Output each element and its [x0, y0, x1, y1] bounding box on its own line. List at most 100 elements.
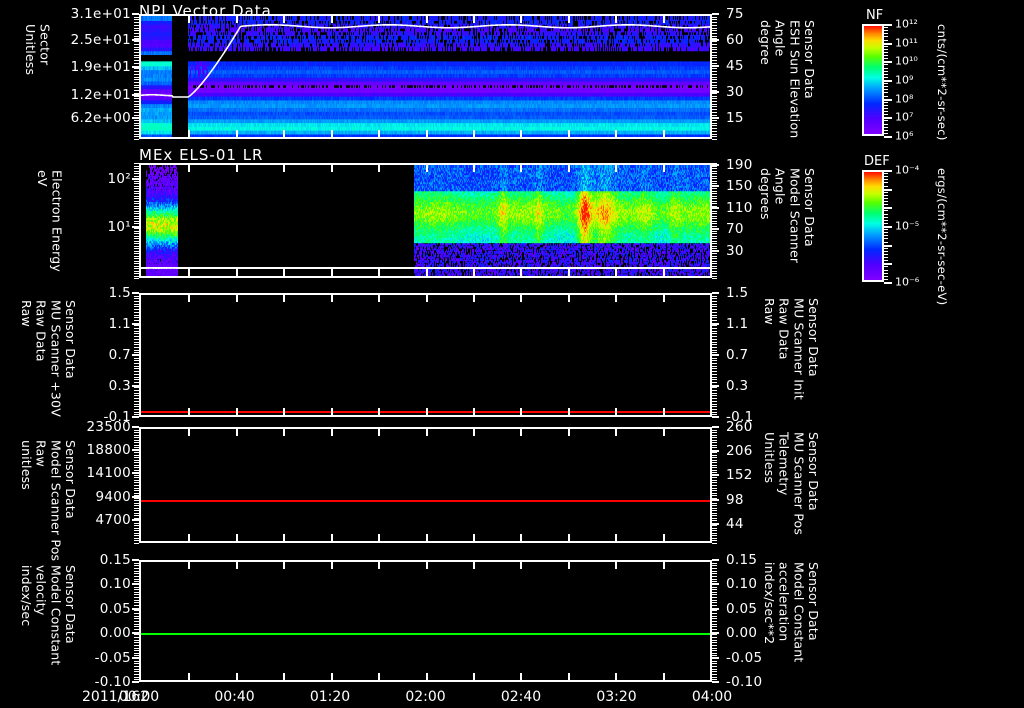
minor-tick-mark: [134, 663, 139, 665]
model-constant-velocity-right-tick-label: 0.15: [726, 552, 758, 568]
minor-tick-mark: [712, 19, 717, 21]
minor-tick-mark: [712, 225, 717, 227]
minor-tick-mark: [712, 532, 717, 534]
minor-tick-mark: [134, 411, 139, 413]
minor-tick-mark: [712, 346, 717, 348]
minor-tick-mark: [712, 81, 717, 83]
minor-tick-mark: [134, 613, 139, 615]
mex-els-01-lr-right-tick-label: 70: [726, 221, 744, 238]
mu-scanner-30v-raw-left-tick-label: 1.1: [108, 316, 131, 332]
minor-tick-mark: [712, 117, 717, 119]
minor-tick-mark: [134, 565, 139, 567]
minor-tick-mark: [134, 98, 139, 100]
minor-tick-mark: [134, 84, 139, 86]
minor-tick-mark: [134, 188, 139, 189]
minor-tick-mark: [134, 599, 139, 601]
tick-mark: [712, 163, 719, 166]
minor-tick-mark: [134, 210, 139, 212]
minor-tick-mark: [712, 474, 717, 476]
minor-tick-mark: [712, 477, 717, 479]
minor-tick-mark: [134, 255, 139, 257]
minor-tick-mark: [134, 682, 139, 683]
minor-tick-mark: [712, 505, 717, 507]
minor-tick-mark: [712, 437, 717, 439]
minor-tick-mark: [134, 57, 139, 59]
minor-tick-mark: [134, 497, 139, 499]
minor-tick-mark: [134, 360, 139, 362]
minor-tick-mark: [712, 170, 717, 172]
time-axis-tick-label: 04:00: [691, 689, 733, 705]
nf-colorbar-gradient: [862, 24, 884, 136]
model-constant-velocity-left-tick-label: 0.10: [99, 576, 131, 593]
tick-mark: [712, 323, 719, 325]
minor-tick-mark: [712, 411, 717, 413]
minor-tick-mark: [134, 41, 139, 43]
tick-mark: [132, 226, 139, 229]
minor-tick-mark: [134, 38, 139, 40]
panel-1-left-axis-title: Sector Unitless: [22, 24, 53, 76]
minor-tick-mark: [712, 376, 717, 378]
minor-tick-mark: [712, 381, 717, 383]
minor-tick-mark: [712, 452, 717, 454]
minor-tick-mark: [712, 390, 717, 392]
panel-title-els: MEx ELS-01 LR: [139, 146, 264, 164]
minor-tick-mark: [712, 33, 717, 35]
minor-tick-mark: [134, 376, 139, 378]
minor-tick-mark: [134, 71, 139, 73]
minor-tick-mark: [712, 301, 717, 303]
minor-tick-mark: [712, 54, 717, 56]
minor-tick-mark: [134, 213, 139, 214]
minor-tick-mark: [712, 98, 717, 100]
minor-tick-mark: [134, 233, 139, 234]
minor-tick-mark: [712, 406, 717, 408]
minor-tick-mark: [712, 570, 717, 572]
minor-tick-mark: [712, 442, 717, 444]
minor-tick-mark: [712, 357, 717, 359]
minor-tick-mark: [134, 87, 139, 89]
minor-tick-mark: [712, 125, 717, 127]
minor-tick-mark: [712, 615, 717, 617]
minor-tick-mark: [712, 233, 717, 234]
minor-tick-mark: [134, 515, 139, 517]
minor-tick-mark: [712, 218, 717, 219]
minor-tick-mark: [712, 30, 717, 32]
minor-tick-mark: [712, 119, 717, 121]
minor-tick-mark: [134, 133, 139, 135]
minor-tick-mark: [712, 228, 717, 229]
minor-tick-mark: [712, 537, 717, 539]
time-axis-tick-label: 00:00: [118, 689, 160, 705]
npi-vector-data-left-tick-label: 1.9e+01: [70, 58, 131, 75]
panel-4-left-axis-title: Sensor Data Model Scanner Pos Raw unitle…: [18, 440, 78, 562]
minor-tick-mark: [712, 607, 717, 609]
minor-tick-mark: [712, 49, 717, 51]
minor-tick-mark: [712, 479, 717, 481]
minor-tick-mark: [712, 454, 717, 456]
minor-tick-mark: [712, 14, 717, 15]
minor-tick-mark: [134, 103, 139, 105]
minor-tick-mark: [134, 205, 139, 207]
minor-tick-mark: [712, 543, 717, 544]
minor-tick-mark: [712, 328, 717, 330]
minor-tick-mark: [712, 530, 717, 532]
model-scanner-pos-raw-right-tick-label: 44: [726, 515, 744, 532]
minor-tick-mark: [134, 240, 139, 242]
minor-tick-mark: [134, 43, 139, 45]
minor-tick-mark: [712, 395, 717, 397]
minor-tick-mark: [712, 46, 717, 48]
minor-tick-mark: [712, 510, 717, 512]
minor-tick-mark: [712, 22, 717, 24]
minor-tick-mark: [134, 583, 139, 585]
tick-mark: [712, 228, 719, 231]
model-scanner-pos-raw-right-tick-label: 98: [726, 491, 744, 508]
minor-tick-mark: [712, 215, 717, 217]
minor-tick-mark: [712, 676, 717, 678]
minor-tick-mark: [712, 16, 717, 18]
npi-vector-data-left-tick-label: 1.2e+01: [70, 86, 131, 103]
minor-tick-mark: [712, 275, 717, 277]
mu-scanner-30v-raw-right-tick-label: 1.1: [726, 316, 749, 332]
minor-tick-mark: [712, 24, 717, 26]
model-constant-velocity-right-tick-label: -0.05: [726, 649, 763, 666]
minor-tick-mark: [712, 210, 717, 212]
minor-tick-mark: [134, 165, 139, 167]
minor-tick-mark: [134, 125, 139, 127]
